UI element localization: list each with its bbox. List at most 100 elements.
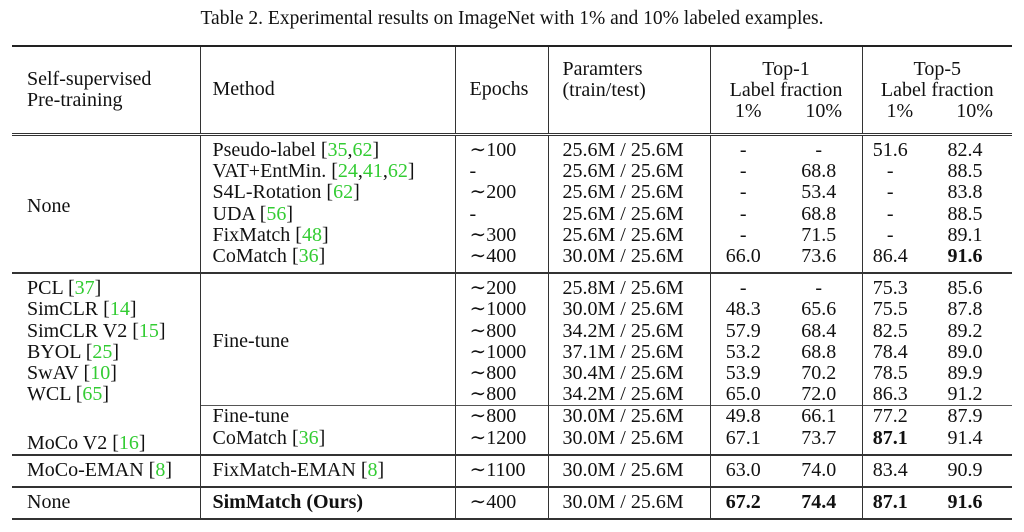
top5-1pct-cell: 75.5: [861, 299, 918, 321]
epochs-cell: ∼800: [454, 320, 548, 342]
pretrain-cell: BYOL [25]: [27, 340, 120, 363]
method-cell: CoMatch [36]: [199, 245, 455, 274]
method-cell: CoMatch [36]: [199, 426, 455, 455]
params-cell: 34.2M / 25.6M: [547, 320, 710, 342]
method-cell: UDA [56]: [199, 202, 455, 225]
citation-link[interactable]: 24: [337, 160, 358, 183]
top1-10pct-cell: 65.6: [801, 298, 837, 321]
header-params: Paramters (train/test): [547, 46, 710, 135]
params-cell: 25.6M / 25.6M: [547, 134, 710, 162]
method-cell: Fine-tune: [199, 273, 455, 406]
citation-link[interactable]: 56: [266, 202, 287, 225]
epochs-cell: ∼1000: [454, 341, 548, 364]
top1-10pct-cell: -: [815, 139, 823, 161]
top1-10pct-cell: 68.4: [801, 319, 837, 342]
pretrain-cell: None: [12, 487, 200, 519]
pretrain-cell: SimCLR [14]: [27, 298, 137, 321]
header-pretrain-line1: Self-supervised: [27, 67, 152, 90]
citation-link[interactable]: 62: [352, 139, 373, 161]
top5-10pct-cell: 89.9: [947, 362, 983, 385]
citation-link[interactable]: 41: [362, 160, 383, 183]
cell-text: Fine-tune: [212, 405, 290, 428]
params-cell: 30.0M / 25.6M: [547, 427, 710, 455]
table-group-3: MoCo-EMAN [8] FixMatch-EMAN [8] ∼1100 30.0M…: [12, 454, 1012, 488]
cell-text: None: [27, 491, 71, 514]
table-group-2: PCL [37] Fine-tune ∼200 25.8M / 25.6M - -75.3…: [12, 273, 1012, 455]
method-cell: SimMatch (Ours): [199, 487, 455, 520]
table-row: SimCLR [14] ∼1000 30.0M / 25.6M 48.3 65.6 75.…: [12, 298, 1012, 321]
cell-text: SimCLR V2: [27, 319, 128, 342]
citation-link[interactable]: 16: [118, 431, 139, 454]
table-row: PCL [37] Fine-tune ∼200 25.8M / 25.6M - -75.3…: [12, 273, 1012, 406]
citation-link[interactable]: 15: [138, 319, 159, 342]
top1-10pct-cell: 66.1: [776, 405, 862, 428]
citation-link[interactable]: 37: [74, 277, 95, 300]
top1-10pct-cell: 74.4: [801, 491, 837, 514]
top1-1pct-cell: 57.9: [709, 320, 776, 342]
top1-10pct-cell: -: [815, 277, 823, 300]
citation-link[interactable]: 48: [301, 223, 322, 246]
top5-10pct-cell: 91.6: [947, 491, 983, 514]
top5-10pct-cell: 89.0: [947, 340, 983, 363]
cell-text: FixMatch-EMAN: [212, 458, 356, 481]
cell-text: None: [27, 194, 71, 217]
cell-text: CoMatch: [212, 245, 287, 268]
citation-link[interactable]: 62: [333, 181, 354, 204]
params-cell: 30.4M / 25.6M: [547, 362, 710, 385]
citation-link[interactable]: 14: [109, 298, 130, 321]
pretrain-cell: None: [12, 135, 200, 274]
top5-1pct-cell: -: [861, 224, 918, 247]
header-top1-label-fraction: Label fraction: [729, 78, 843, 101]
citation-link[interactable]: 8: [155, 458, 166, 481]
top1-10pct-cell: 72.0: [801, 383, 837, 406]
method-cell: VAT+EntMin. [24,41,62]: [199, 160, 455, 183]
epochs-cell: ∼1100: [454, 454, 548, 488]
cell-text: UDA: [212, 202, 255, 225]
citation-link[interactable]: 36: [298, 426, 319, 449]
header-top1-title: Top-1: [762, 57, 810, 80]
method-cell: S4L-Rotation [62]: [199, 181, 455, 204]
table-header: Self-supervised Pre-training Method Epoc…: [12, 46, 1012, 135]
cell-text: BYOL: [27, 340, 81, 363]
top5-1pct-cell: 87.1: [861, 487, 918, 520]
header-top5-title: Top-5: [913, 57, 961, 80]
cell-text: Pseudo-label: [212, 139, 316, 161]
table-row: CoMatch [36] ∼400 30.0M / 25.6M 66.0 73.6 86.…: [12, 245, 1012, 274]
epochs-cell: ∼800: [454, 405, 548, 428]
header-top1: Top-1 Label fraction 1% 10%: [709, 46, 862, 135]
header-params-line1: Paramters: [562, 58, 643, 80]
epochs-cell: ∼800: [454, 362, 548, 385]
header-pretrain-line2: Pre-training: [27, 89, 123, 111]
method-cell: Pseudo-label [35,62]: [199, 134, 455, 162]
top1-1pct-cell: 53.9: [709, 362, 776, 385]
method-cell: FixMatch [48]: [199, 223, 455, 247]
params-cell: 34.2M / 25.6M: [547, 384, 710, 406]
citation-link[interactable]: 65: [82, 383, 103, 406]
citation-link[interactable]: 8: [367, 458, 378, 481]
citation-link[interactable]: 10: [90, 362, 111, 385]
header-pretrain: Self-supervised Pre-training: [12, 46, 200, 135]
table-row: VAT+EntMin. [24,41,62] -25.6M / 25.6M -68.…: [12, 160, 1012, 183]
params-cell: 25.6M / 25.6M: [547, 203, 710, 225]
citation-link[interactable]: 36: [298, 245, 319, 268]
top1-1pct-cell: 53.2: [709, 341, 776, 364]
top5-1pct-cell: 86.4: [861, 245, 918, 274]
params-cell: 25.6M / 25.6M: [547, 161, 710, 183]
top5-10pct-cell: 87.8: [947, 298, 983, 321]
citation-link[interactable]: 62: [387, 160, 408, 183]
method-cell: Fine-tune: [199, 405, 455, 428]
table-row: FixMatch [48] ∼300 25.6M / 25.6M -71.5-89.1: [12, 223, 1012, 247]
top1-1pct-cell: -: [709, 182, 776, 204]
top1-1pct-cell: -: [709, 224, 776, 247]
params-cell: 25.6M / 25.6M: [547, 224, 710, 247]
table-row: UDA [56] -25.6M / 25.6M -68.8-88.5: [12, 202, 1012, 225]
citation-link[interactable]: 35: [327, 139, 348, 161]
cell-text: S4L-Rotation: [212, 181, 322, 204]
params-cell: 30.0M / 25.6M: [547, 299, 710, 321]
table-row: MoCo-EMAN [8] FixMatch-EMAN [8] ∼1100 30.0M…: [12, 454, 1012, 488]
results-table: Self-supervised Pre-training Method Epoc…: [12, 45, 1012, 520]
citation-link[interactable]: 25: [92, 340, 113, 363]
params-cell: 25.8M / 25.6M: [547, 273, 710, 300]
top5-1pct-cell: -: [861, 161, 918, 183]
table-row: SwAV [10] ∼800 30.4M / 25.6M 53.9 70.2 78.5 89…: [12, 362, 1012, 385]
